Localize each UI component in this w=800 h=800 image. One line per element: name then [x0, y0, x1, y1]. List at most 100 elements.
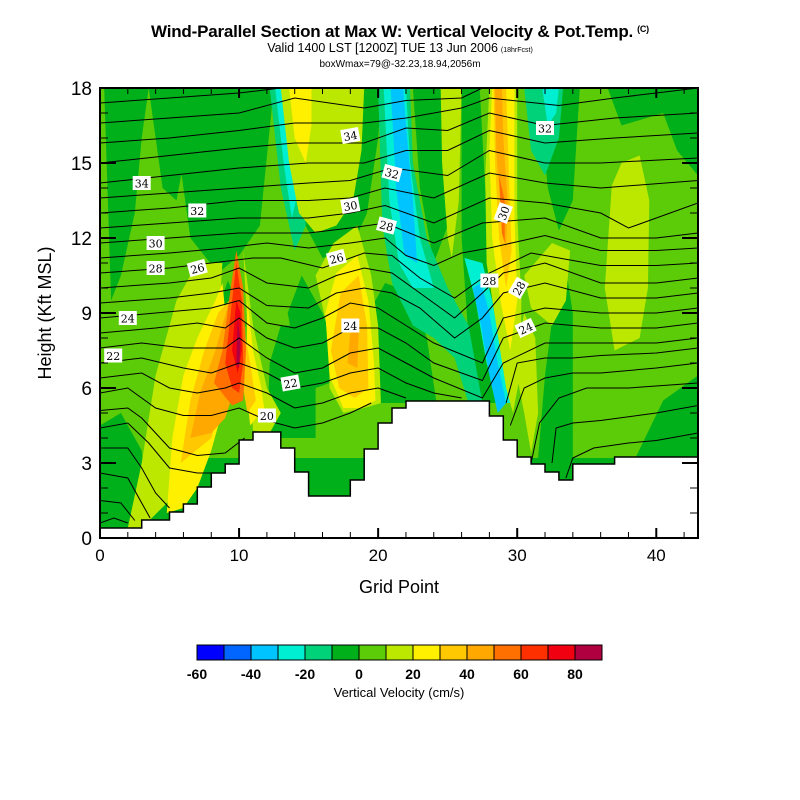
contour-label: 26: [186, 258, 208, 278]
isentrope-line: [100, 88, 483, 124]
y-tick-label: 3: [81, 454, 92, 475]
contour-label-text: 26: [189, 261, 206, 277]
colorbar-swatch: [358, 644, 387, 661]
velocity-region: [524, 243, 571, 326]
colorbar-swatch: [277, 644, 306, 661]
velocity-region: [289, 88, 312, 163]
terrain: [100, 400, 698, 538]
contour-label-text: 32: [383, 166, 400, 182]
contour-label: 32: [536, 121, 554, 136]
x-tick-label: 20: [369, 546, 388, 565]
isentrope-line: [100, 234, 698, 267]
colorbar-swatch: [547, 644, 576, 661]
colorbar-tick-label: 80: [567, 666, 583, 682]
contour-label: 26: [325, 248, 347, 268]
contour-label: 32: [188, 203, 207, 218]
contour-label-text: 32: [190, 205, 204, 218]
x-tick-label: 0: [95, 546, 104, 565]
contour-label-box: [375, 216, 398, 235]
contour-label-text: 30: [149, 238, 163, 251]
velocity-region: [390, 88, 418, 263]
isentrope-line: [530, 382, 698, 464]
velocity-region: [243, 325, 256, 413]
y-tick-label: 18: [71, 79, 92, 100]
contour-label-box: [381, 163, 403, 183]
isentrope-line: [100, 129, 698, 184]
velocity-region: [607, 88, 698, 176]
isentrope-line: [100, 500, 136, 521]
isentrope-line: [100, 517, 128, 524]
contour-label-box: [341, 318, 360, 333]
velocity-region: [236, 318, 241, 368]
velocity-field: [100, 88, 698, 538]
y-tick-label: 0: [81, 529, 92, 550]
colorbar-swatch: [493, 644, 522, 661]
contour-label-box: [493, 202, 513, 224]
colorbar-swatch: [412, 644, 441, 661]
isentrope-line: [100, 252, 698, 299]
isentrope-line: [100, 88, 698, 144]
contour-label: 30: [493, 202, 513, 224]
isentrope-line: [100, 217, 698, 244]
y-tick-label: 6: [81, 379, 92, 400]
isentrope-line: [509, 362, 698, 426]
isentrope-line: [100, 337, 698, 399]
isentrope-line: [100, 447, 170, 509]
contour-label-box: [186, 258, 208, 278]
contour-label-box: [146, 261, 165, 275]
colorbar-swatch: [574, 644, 603, 661]
y-tick-label: 15: [71, 154, 92, 175]
colorbar-swatch: [304, 644, 333, 661]
y-tick-label: 9: [81, 304, 92, 325]
contour-label: 30: [340, 197, 361, 214]
contour-label: 28: [508, 276, 530, 300]
isentrope-line: [100, 172, 698, 214]
colorbar-label: Vertical Velocity (cm/s): [334, 685, 465, 700]
colorbar-swatch: [385, 644, 414, 661]
forecast-hour-text: (18hrFcst): [500, 47, 533, 54]
contour-label: 28: [146, 261, 165, 276]
colorbar-tick-label: 40: [459, 666, 475, 682]
chart-title-text: Wind-Parallel Section at Max W: Vertical…: [151, 22, 634, 41]
contour-label-box: [146, 236, 165, 250]
contour-label-text: 28: [510, 279, 528, 298]
velocity-region: [104, 88, 149, 301]
contour-label: 34: [340, 127, 361, 144]
terrain-mask: [100, 400, 698, 538]
isentrope-line: [100, 372, 407, 409]
colorbar-swatch: [223, 644, 252, 661]
isentrope-line: [100, 299, 698, 364]
contour-label-box: [104, 348, 123, 363]
contour-label: 22: [104, 348, 123, 363]
copyright-mark: (C): [637, 24, 649, 34]
velocity-region: [635, 375, 698, 458]
velocity-region: [287, 275, 337, 388]
box-wmax-info: boxWmax=79@-32.23,18.94,2056m: [319, 59, 481, 70]
contour-label-text: 24: [121, 313, 135, 326]
contour-label-text: 34: [342, 129, 358, 144]
contour-label-text: 28: [482, 275, 496, 288]
x-axis-label: Grid Point: [359, 577, 439, 597]
contour-label-box: [118, 311, 137, 325]
y-axis-label: Height (Kft MSL): [35, 246, 55, 379]
contour-label: 24: [514, 317, 537, 339]
colorbar-swatch: [196, 644, 225, 661]
velocity-region: [127, 263, 223, 528]
contour-label-text: 22: [106, 350, 120, 363]
colorbar-tick-label: -20: [295, 666, 315, 682]
chart-subtitle: Valid 1400 LST [1200Z] TUE 13 Jun 2006 (1…: [0, 41, 800, 55]
isentrope-line: [100, 317, 698, 382]
contour-label: 24: [341, 318, 360, 333]
contour-label: 20: [257, 408, 276, 423]
contour-label-box: [340, 197, 361, 214]
contour-label-box: [508, 276, 530, 300]
colorbar-tick-label: -60: [187, 666, 207, 682]
isentrope-line: [100, 88, 281, 104]
contour-label-text: 20: [260, 410, 274, 423]
y-tick-label: 12: [71, 229, 92, 250]
velocity-region: [330, 275, 369, 398]
isentrope-line: [565, 432, 698, 479]
contour-label: 30: [146, 236, 165, 251]
contour-label-box: [257, 408, 276, 423]
velocity-region: [514, 313, 539, 453]
